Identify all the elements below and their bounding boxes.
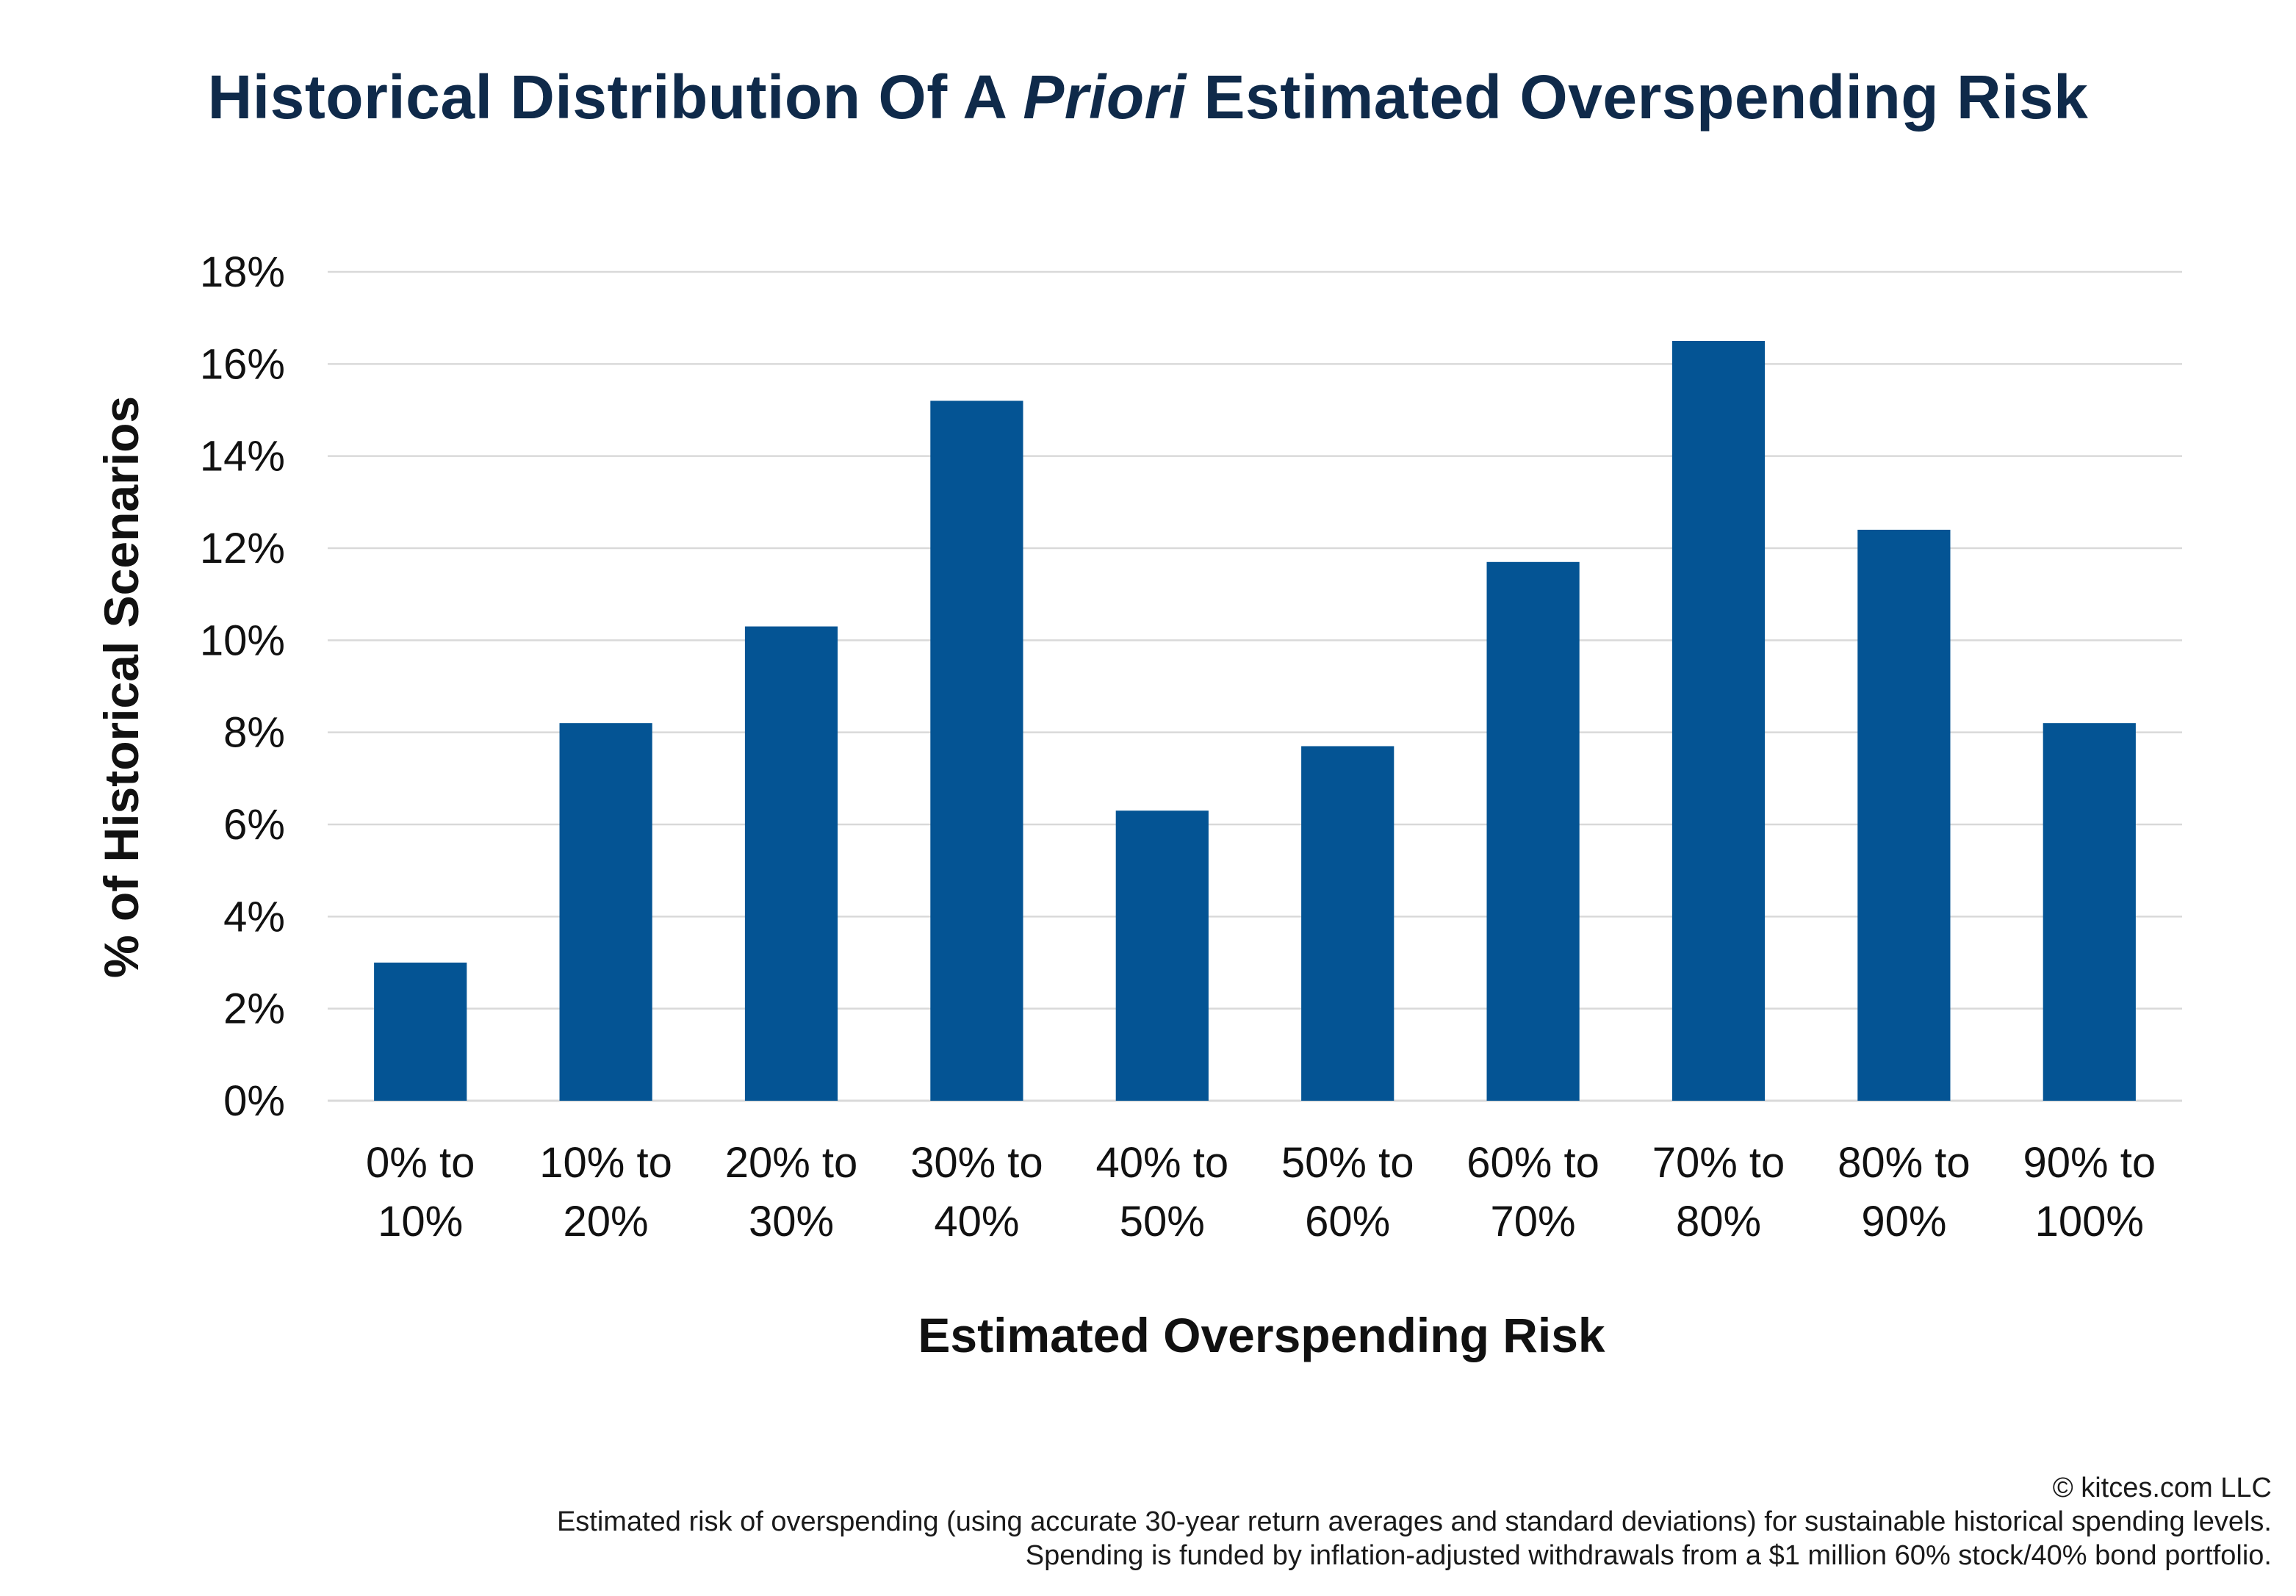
bar bbox=[559, 723, 652, 1101]
y-axis-title: % of Historical Scenarios bbox=[94, 396, 148, 978]
x-tick-label: 10% bbox=[378, 1198, 463, 1245]
x-tick-label: 60% to bbox=[1467, 1139, 1599, 1187]
chart-title-italic: Priori bbox=[1023, 62, 1187, 132]
bar bbox=[1671, 341, 1766, 1101]
y-tick-label: 10% bbox=[200, 617, 285, 664]
x-tick-label: 50% to bbox=[1281, 1139, 1414, 1187]
x-tick-label: 40% bbox=[934, 1198, 1019, 1245]
y-tick-label: 12% bbox=[200, 525, 285, 572]
x-tick-label: 80% bbox=[1676, 1198, 1761, 1245]
footnote-line-1: Estimated risk of overspending (using ac… bbox=[556, 1506, 2272, 1537]
bar bbox=[930, 400, 1023, 1101]
bar bbox=[1301, 746, 1394, 1101]
x-tick-label: 60% bbox=[1305, 1198, 1390, 1245]
y-tick-label: 2% bbox=[223, 985, 285, 1033]
x-tick-label: 30% to bbox=[910, 1139, 1043, 1187]
x-tick-label: 0% to bbox=[366, 1139, 475, 1187]
chart-title: Historical Distribution Of A Priori Esti… bbox=[0, 62, 2296, 133]
x-tick-label: 50% bbox=[1120, 1198, 1205, 1245]
y-tick-label: 6% bbox=[223, 801, 285, 849]
y-tick-label: 14% bbox=[200, 433, 285, 481]
x-tick-label: 30% bbox=[749, 1198, 834, 1245]
x-tick-label: 90% to bbox=[2023, 1139, 2156, 1187]
footnote-line-2: Spending is funded by inflation-adjusted… bbox=[1025, 1540, 2272, 1571]
bars bbox=[374, 341, 2136, 1101]
x-tick-label: 90% bbox=[1861, 1198, 1946, 1245]
y-tick-label: 4% bbox=[223, 893, 285, 941]
bar bbox=[1486, 561, 1580, 1101]
x-axis-title: Estimated Overspending Risk bbox=[918, 1308, 1605, 1362]
y-tick-label: 8% bbox=[223, 709, 285, 757]
x-tick-label: 10% to bbox=[539, 1139, 672, 1187]
x-tick-label: 20% to bbox=[725, 1139, 858, 1187]
x-tick-label: 70% bbox=[1491, 1198, 1576, 1245]
bar bbox=[2043, 723, 2136, 1101]
x-tick-labels: 0% to 10% 10% to 20% 20% to 30% 30% to 40% 40% t… bbox=[366, 1139, 2156, 1245]
bar bbox=[744, 626, 838, 1101]
chart-title-part1: Historical Distribution Of A bbox=[207, 62, 1023, 132]
y-tick-label: 16% bbox=[200, 340, 285, 388]
x-tick-label: 100% bbox=[2035, 1198, 2144, 1245]
x-tick-label: 40% to bbox=[1096, 1139, 1229, 1187]
x-tick-label: 70% to bbox=[1652, 1139, 1785, 1187]
copyright-text: © kitces.com LLC bbox=[2052, 1473, 2272, 1503]
bar bbox=[374, 963, 467, 1101]
y-tick-labels: 0% 2% 4% 6% 8% 10% 12% 14% 16% 18% bbox=[200, 248, 285, 1125]
bar bbox=[1115, 810, 1209, 1101]
y-tick-label: 0% bbox=[223, 1077, 285, 1125]
x-tick-label: 20% bbox=[564, 1198, 649, 1245]
chart-title-part3: Estimated Overspending Risk bbox=[1186, 62, 2089, 132]
y-tick-label: 18% bbox=[200, 248, 285, 296]
bar bbox=[1857, 529, 1951, 1101]
x-tick-label: 80% to bbox=[1838, 1139, 1971, 1187]
